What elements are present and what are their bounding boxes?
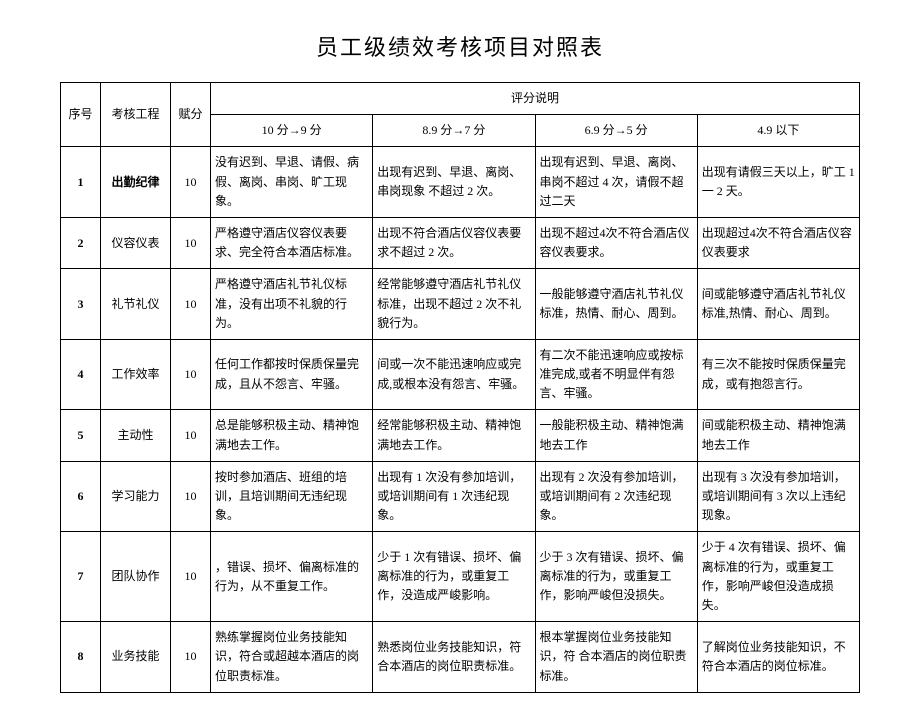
table-row: 7团队协作10，错误、损坏、偏离标准的行为，从不重复工作。少于 1 次有错误、损…	[61, 532, 860, 622]
cell-desc: 间或能够遵守酒店礼节礼仪标准,热情、耐心、周到。	[697, 269, 859, 340]
cell-desc: 熟练掌握岗位业务技能知识，符合或超越本酒店的岗位职责标准。	[211, 622, 373, 693]
cell-seq: 7	[61, 532, 101, 622]
cell-desc: 严格遵守酒店礼节礼仪标准，没有出项不礼貌的行为。	[211, 269, 373, 340]
table-row: 3礼节礼仪10严格遵守酒店礼节礼仪标准，没有出项不礼貌的行为。经常能够遵守酒店礼…	[61, 269, 860, 340]
cell-score: 10	[171, 339, 211, 410]
cell-desc: 出现超过4次不符合酒店仪容仪表要求	[697, 217, 859, 268]
cell-item: 工作效率	[101, 339, 171, 410]
cell-desc: 严格遵守酒店仪容仪表要求、完全符合本酒店标准。	[211, 217, 373, 268]
cell-desc: 出现有迟到、早退、离岗、串岗不超过 4 次，请假不超过二天	[535, 147, 697, 218]
cell-desc: 了解岗位业务技能知识，不符合本酒店的岗位标准。	[697, 622, 859, 693]
cell-desc: 出现有请假三天以上，旷工 1 一 2 天。	[697, 147, 859, 218]
cell-seq: 2	[61, 217, 101, 268]
cell-desc: 出现不符合酒店仪容仪表要求不超过 2 次。	[373, 217, 535, 268]
cell-item: 礼节礼仪	[101, 269, 171, 340]
cell-score: 10	[171, 217, 211, 268]
cell-score: 10	[171, 410, 211, 461]
cell-desc: 总是能够积极主动、精神饱满地去工作。	[211, 410, 373, 461]
cell-seq: 4	[61, 339, 101, 410]
cell-item: 学习能力	[101, 461, 171, 532]
cell-desc: 少于 3 次有错误、损坏、偏离标准的行为，或重复工作，影响严峻但没损失。	[535, 532, 697, 622]
cell-seq: 1	[61, 147, 101, 218]
cell-item: 仪容仪表	[101, 217, 171, 268]
cell-desc: 少于 4 次有错误、损坏、偏离标准的行为，或重复工作，影响严峻但没造成损失。	[697, 532, 859, 622]
cell-desc: 经常能够遵守酒店礼节礼仪标准，出现不超过 2 次不礼貌行为。	[373, 269, 535, 340]
cell-seq: 3	[61, 269, 101, 340]
table-row: 8业务技能10熟练掌握岗位业务技能知识，符合或超越本酒店的岗位职责标准。熟悉岗位…	[61, 622, 860, 693]
table-row: 6学习能力10按时参加酒店、班组的培训，且培训期间无违纪现象。出现有 1 次没有…	[61, 461, 860, 532]
table-row: 5主动性10总是能够积极主动、精神饱满地去工作。经常能够积极主动、精神饱满地去工…	[61, 410, 860, 461]
cell-score: 10	[171, 622, 211, 693]
cell-desc: 按时参加酒店、班组的培训，且培训期间无违纪现象。	[211, 461, 373, 532]
cell-desc: 根本掌握岗位业务技能知识，符 合本酒店的岗位职责标准。	[535, 622, 697, 693]
cell-desc: 出现有 2 次没有参加培训，或培训期间有 2 次违纪现象。	[535, 461, 697, 532]
cell-seq: 5	[61, 410, 101, 461]
cell-desc: 出现有迟到、早退、离岗、串岗现象 不超过 2 次。	[373, 147, 535, 218]
header-seq: 序号	[61, 83, 101, 147]
header-score: 赋分	[171, 83, 211, 147]
page-title: 员工级绩效考核项目对照表	[60, 30, 860, 62]
cell-desc: 没有迟到、早退、请假、病假、离岗、串岗、旷工现象。	[211, 147, 373, 218]
cell-item: 出勤纪律	[101, 147, 171, 218]
cell-score: 10	[171, 461, 211, 532]
cell-desc: 间或一次不能迅速响应或完成,或根本没有怨言、牢骚。	[373, 339, 535, 410]
cell-desc: 经常能够积极主动、精神饱满地去工作。	[373, 410, 535, 461]
cell-score: 10	[171, 269, 211, 340]
cell-desc: 间或能积极主动、精神饱满地去工作	[697, 410, 859, 461]
header-level-2: 6.9 分→5 分	[535, 115, 697, 147]
cell-item: 团队协作	[101, 532, 171, 622]
cell-desc: 出现不超过4次不符合酒店仪容仪表要求。	[535, 217, 697, 268]
cell-desc: 有二次不能迅速响应或按标准完成,或者不明显伴有怨言、牢骚。	[535, 339, 697, 410]
cell-desc: 出现有 3 次没有参加培训，或培训期间有 3 次以上违纪现象。	[697, 461, 859, 532]
cell-desc: 有三次不能按时保质保量完成，或有抱怨言行。	[697, 339, 859, 410]
cell-desc: 任何工作都按时保质保量完成，且从不怨言、牢骚。	[211, 339, 373, 410]
header-level-3: 4.9 以下	[697, 115, 859, 147]
header-level-1: 8.9 分→7 分	[373, 115, 535, 147]
table-row: 1出勤纪律10没有迟到、早退、请假、病假、离岗、串岗、旷工现象。出现有迟到、早退…	[61, 147, 860, 218]
cell-score: 10	[171, 532, 211, 622]
cell-item: 业务技能	[101, 622, 171, 693]
cell-seq: 8	[61, 622, 101, 693]
header-level-0: 10 分→9 分	[211, 115, 373, 147]
cell-score: 10	[171, 147, 211, 218]
cell-seq: 6	[61, 461, 101, 532]
header-item: 考核工程	[101, 83, 171, 147]
cell-desc: 出现有 1 次没有参加培训，或培训期间有 1 次违纪现象。	[373, 461, 535, 532]
cell-item: 主动性	[101, 410, 171, 461]
evaluation-table: 序号 考核工程 赋分 评分说明 10 分→9 分 8.9 分→7 分 6.9 分…	[60, 82, 860, 693]
cell-desc: 熟悉岗位业务技能知识，符合本酒店的岗位职责标准。	[373, 622, 535, 693]
cell-desc: ，错误、损坏、偏离标准的行为，从不重复工作。	[211, 532, 373, 622]
table-row: 2仪容仪表10严格遵守酒店仪容仪表要求、完全符合本酒店标准。出现不符合酒店仪容仪…	[61, 217, 860, 268]
table-row: 4工作效率10任何工作都按时保质保量完成，且从不怨言、牢骚。间或一次不能迅速响应…	[61, 339, 860, 410]
cell-desc: 一般能积极主动、精神饱满地去工作	[535, 410, 697, 461]
cell-desc: 少于 1 次有错误、损坏、偏离标准的行为，或重复工作，没造成严峻影响。	[373, 532, 535, 622]
cell-desc: 一般能够遵守酒店礼节礼仪标准，热情、耐心、周到。	[535, 269, 697, 340]
header-desc-group: 评分说明	[211, 83, 860, 115]
